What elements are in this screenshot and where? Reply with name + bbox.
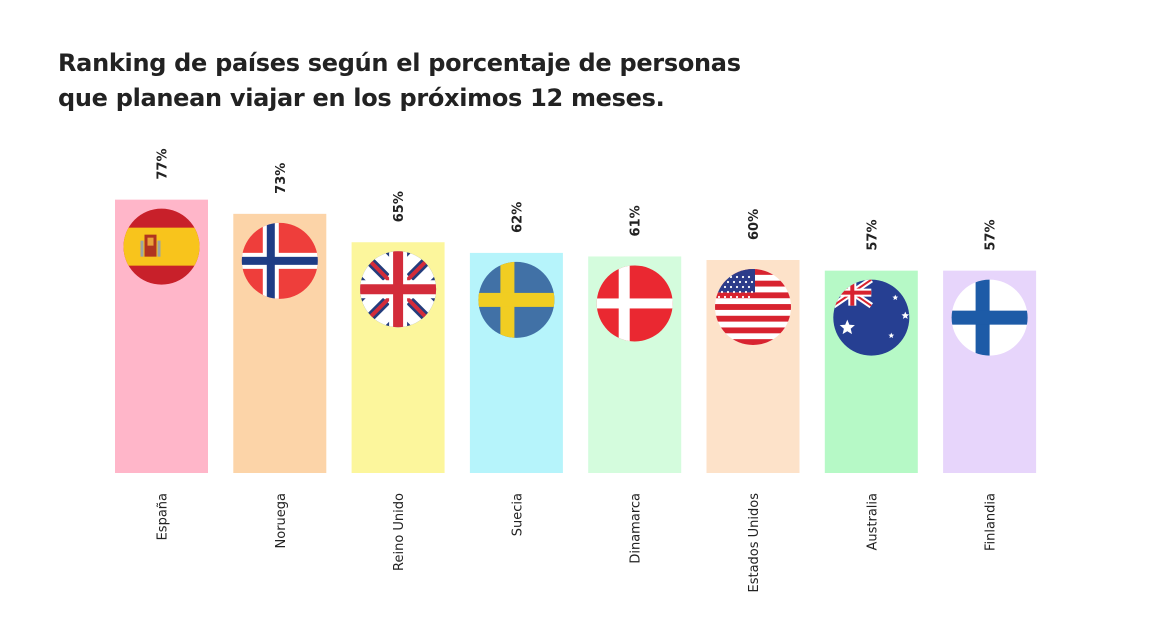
category-label: Suecia: [510, 493, 525, 536]
united-kingdom-flag-icon: [360, 251, 437, 328]
category-label: Reino Unido: [392, 493, 407, 571]
value-label: 61%: [629, 205, 644, 236]
category-label: Australia: [865, 493, 880, 551]
value-label: 57%: [984, 220, 999, 251]
sweden-flag-icon: [478, 261, 555, 338]
denmark-flag-icon: [596, 265, 673, 342]
category-label: España: [156, 493, 171, 540]
category-label: Finlandia: [984, 493, 999, 551]
chart-title-line-2: que planean viajar en los próximos 12 me…: [58, 84, 665, 112]
australia-flag-icon: [833, 279, 910, 356]
united-states-flag-icon: [715, 269, 791, 345]
chart-title-line-1: Ranking de países según el porcentaje de…: [58, 49, 741, 77]
value-label: 65%: [392, 191, 407, 222]
value-label: 62%: [510, 202, 525, 233]
category-label: Noruega: [274, 493, 289, 548]
value-label: 60%: [747, 209, 762, 240]
value-label: 57%: [865, 220, 880, 251]
finland-flag-icon: [951, 279, 1028, 356]
category-label: Dinamarca: [629, 493, 644, 564]
norway-flag-icon: [241, 222, 318, 299]
spain-flag-icon: [123, 208, 200, 285]
category-label: Estados Unidos: [747, 493, 762, 593]
value-label: 73%: [274, 163, 289, 194]
chart-title: Ranking de países según el porcentaje de…: [58, 46, 741, 116]
value-label: 77%: [156, 149, 171, 180]
